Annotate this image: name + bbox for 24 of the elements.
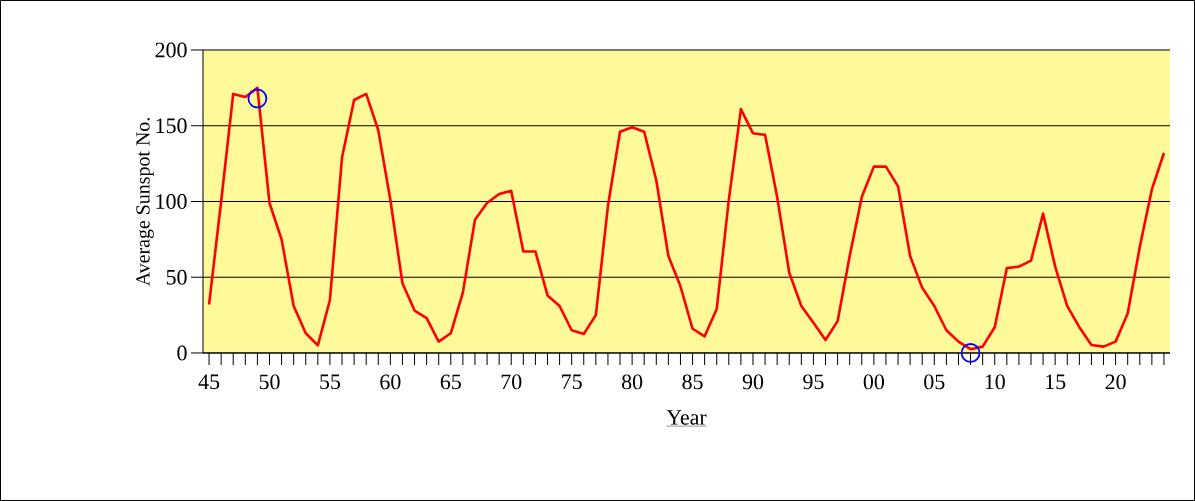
x-tick-label: 70 (501, 374, 522, 390)
x-tick-label: 00 (863, 374, 884, 390)
x-tick-label: 50 (259, 374, 280, 390)
x-tick-label: 20 (1105, 374, 1126, 390)
y-tick-label: 50 (166, 269, 187, 285)
x-tick-label: 65 (440, 374, 461, 390)
x-tick-label: 05 (924, 374, 945, 390)
y-tick-label: 100 (156, 194, 187, 209)
x-tick-label: 10 (985, 374, 1005, 390)
x-tick-label: 60 (380, 374, 401, 390)
x-tick-label: 85 (682, 374, 703, 390)
x-tick-label: 90 (742, 374, 764, 390)
x-tick-label: 45 (198, 374, 220, 390)
x-tick-label: 75 (562, 374, 582, 390)
y-tick-label: 150 (156, 118, 187, 134)
x-tick-label: 95 (803, 374, 824, 390)
y-tick-label: 200 (155, 42, 187, 58)
x-tick-label: 80 (621, 374, 643, 390)
x-axis-title: Year (666, 410, 707, 425)
line-series (207, 86, 1166, 351)
x-tick-label: 55 (320, 374, 341, 390)
y-axis-title: Average Sunspot No. (136, 118, 154, 287)
x-tick-label: 15 (1046, 374, 1066, 390)
y-tick-label: 0 (177, 345, 187, 361)
